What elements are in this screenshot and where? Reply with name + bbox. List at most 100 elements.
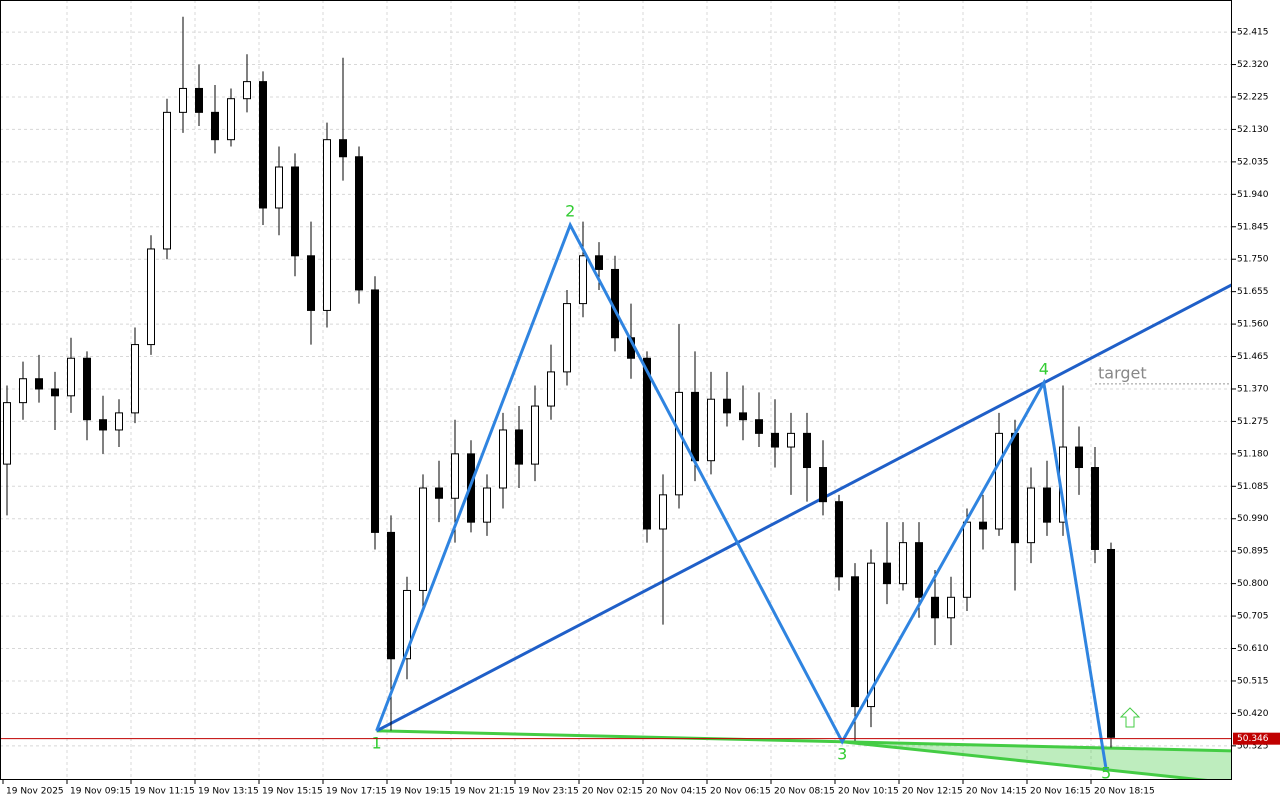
wave-label: 2 (565, 202, 575, 221)
candle-body (915, 542, 923, 598)
y-tick-label: 52.415 (1237, 28, 1269, 38)
candle-body (419, 487, 427, 591)
candle-body (803, 432, 811, 469)
x-tick-label: 19 Nov 17:15 (326, 787, 387, 797)
y-tick-label: 52.130 (1237, 125, 1269, 135)
y-tick-label: 50.705 (1237, 612, 1269, 622)
candle-body (99, 419, 107, 431)
candle-body (243, 81, 251, 100)
candle-body (851, 576, 859, 708)
candle-body (435, 487, 443, 499)
candle-body (771, 432, 779, 448)
candle-body (403, 589, 411, 660)
candle-body (483, 487, 491, 523)
y-tick-label: 52.320 (1237, 60, 1269, 70)
candle-body (195, 87, 203, 113)
current-price-box (1233, 732, 1280, 745)
target-label: target (1098, 363, 1147, 382)
candle-body (643, 357, 651, 530)
wave-label: 1 (372, 733, 382, 752)
candle-body (499, 429, 507, 489)
candle-body (19, 378, 27, 404)
candle-body (963, 521, 971, 598)
x-tick-label: 19 Nov 11:15 (134, 787, 195, 797)
candle-body (307, 255, 315, 311)
candle-body (323, 139, 331, 311)
y-tick-label: 50.800 (1237, 579, 1269, 589)
y-tick-label: 50.895 (1237, 547, 1269, 557)
y-tick-label: 52.035 (1237, 157, 1269, 167)
x-tick-label: 19 Nov 23:15 (518, 787, 579, 797)
candle-body (227, 98, 235, 141)
candle-body (691, 391, 699, 462)
candle-body (755, 419, 763, 434)
candle-body (1043, 487, 1051, 523)
x-tick-label: 20 Nov 06:15 (710, 787, 771, 797)
annotation-layer: target (375, 283, 1232, 780)
candle-body (867, 562, 875, 708)
candle-body (179, 87, 187, 113)
x-tick-label: 20 Nov 14:15 (966, 787, 1027, 797)
wave-label: 4 (1039, 359, 1049, 378)
y-tick-label: 50.420 (1237, 709, 1269, 719)
candle-body (979, 521, 987, 530)
y-tick-label: 51.655 (1237, 287, 1269, 297)
x-tick-label: 20 Nov 12:15 (902, 787, 963, 797)
x-tick-label: 19 Nov 13:15 (198, 787, 259, 797)
current-price-label: 50.346 (1237, 734, 1269, 744)
candle-body (595, 255, 603, 270)
candle-body (739, 412, 747, 421)
candle-body (131, 344, 139, 414)
candle-body (819, 467, 827, 503)
support-line (842, 740, 1218, 780)
y-tick-label: 52.225 (1237, 92, 1269, 102)
candle-body (1075, 446, 1083, 469)
candle-body (67, 357, 75, 397)
y-tick-label: 51.370 (1237, 384, 1269, 394)
y-tick-label: 51.940 (1237, 190, 1269, 200)
candle-body (83, 357, 91, 421)
y-tick-label: 51.085 (1237, 482, 1269, 492)
y-tick-label: 51.275 (1237, 417, 1269, 427)
candle-body (947, 596, 955, 619)
support-line (376, 729, 1232, 753)
candle-body (723, 398, 731, 414)
x-tick-label: 20 Nov 02:15 (582, 787, 643, 797)
candle-body (787, 432, 795, 448)
candle-body (35, 378, 43, 390)
y-tick-label: 51.560 (1237, 320, 1269, 330)
candle-body (259, 81, 267, 209)
candle-body (1027, 487, 1035, 544)
candle-body (211, 111, 219, 141)
candle-body (579, 255, 587, 305)
candle-body (275, 166, 283, 209)
x-tick-label: 20 Nov 16:15 (1030, 787, 1091, 797)
candle-body (563, 303, 571, 373)
y-tick-label: 50.610 (1237, 644, 1269, 654)
grid-layer (0, 0, 1232, 780)
x-tick-label: 20 Nov 04:15 (646, 787, 707, 797)
candle-body (531, 405, 539, 465)
x-tick-label: 19 Nov 15:15 (262, 787, 323, 797)
candle-body (339, 139, 347, 158)
x-tick-label: 19 Nov 21:15 (454, 787, 515, 797)
candle-layer (3, 16, 1115, 748)
candle-body (515, 429, 523, 465)
y-tick-label: 51.465 (1237, 352, 1269, 362)
up-arrow-icon (1119, 707, 1141, 728)
x-tick-label: 20 Nov 08:15 (774, 787, 835, 797)
candle-body (451, 453, 459, 499)
candle-body (659, 494, 667, 530)
wave-label: 5 (1101, 764, 1111, 783)
overlay-layer: 52.415 52.320 52.225 52.130 52.035 51.940 51.8… (0, 28, 1280, 797)
candle-body (3, 402, 11, 465)
candle-body (707, 398, 715, 462)
x-tick-label: 20 Nov 18:15 (1094, 787, 1155, 797)
x-tick-label: 19 Nov 09:15 (70, 787, 131, 797)
y-tick-label: 51.750 (1237, 255, 1269, 265)
x-tick-label: 19 Nov 2025 (6, 787, 64, 797)
candle-body (1091, 467, 1099, 550)
candle-body (371, 289, 379, 533)
